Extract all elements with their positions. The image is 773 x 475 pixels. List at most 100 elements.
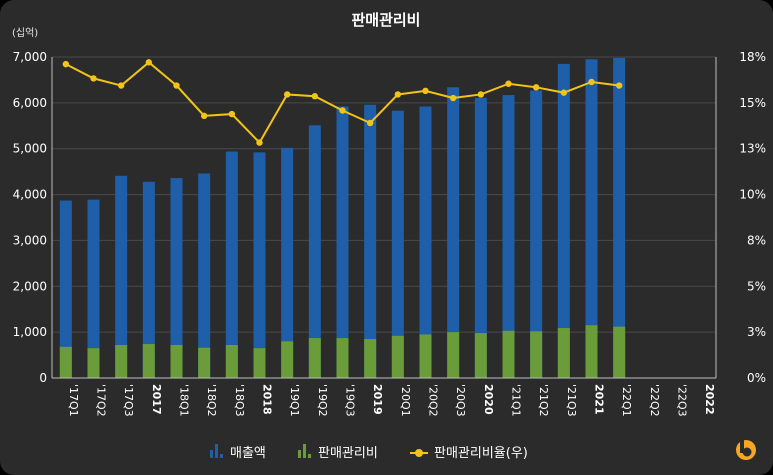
revenue-bar: [530, 90, 543, 379]
x-axis-tick-label: '21Q3: [565, 384, 578, 417]
legend-revenue-label: 매출액: [230, 446, 266, 461]
sga-bar: [308, 338, 321, 378]
left-axis-tick-label: 6,000: [13, 96, 47, 110]
sga-bar: [59, 346, 72, 378]
x-axis-tick-label: '20Q2: [427, 384, 440, 417]
x-axis-tick-label: '20Q3: [454, 384, 467, 417]
legend-sga-icon-bar: [298, 450, 301, 458]
x-axis-tick-label: '18Q3: [233, 384, 246, 417]
sga-bar: [530, 331, 543, 378]
x-axis-tick-label: '22Q3: [676, 384, 689, 417]
sga-bar: [364, 339, 377, 378]
revenue-bar: [585, 59, 598, 379]
sga-bar: [115, 344, 128, 378]
sga-bar: [557, 328, 570, 378]
legend-sga-ratio-icon: [410, 449, 428, 457]
sga-ratio-point: [588, 78, 595, 86]
legend-sga-ratio-label: 판매관리비율(우): [434, 446, 528, 461]
chart-title: 판매관리비: [351, 11, 420, 29]
x-axis-tick-label: 2021: [593, 384, 606, 415]
right-axis-tick-label: 18%: [739, 50, 766, 64]
left-axis-tick-label: 4,000: [13, 188, 47, 202]
revenue-bar: [115, 175, 128, 378]
sga-ratio-point: [145, 59, 153, 66]
x-axis-tick-label: '19Q1: [288, 384, 301, 417]
sga-bar: [142, 344, 155, 378]
x-axis-tick-label: '22Q2: [648, 384, 661, 417]
left-axis-tick-label: 3,000: [13, 233, 47, 247]
revenue-bar: [281, 147, 294, 378]
x-axis-tick-label: '22Q1: [620, 384, 633, 417]
sga-bar: [585, 325, 598, 378]
sga-bar: [281, 341, 294, 378]
revenue-bar: [59, 200, 72, 378]
sga-bar: [170, 344, 183, 378]
revenue-bar: [142, 181, 155, 378]
revenue-bar: [557, 63, 570, 378]
legend-revenue-icon: [210, 444, 223, 458]
legend-sga-icon: [298, 444, 311, 458]
right-axis-tick-label: 13%: [739, 142, 766, 156]
sga-ratio-point: [311, 93, 319, 100]
x-axis-tick-label: '17Q3: [122, 384, 135, 417]
sga-bar: [391, 335, 404, 378]
legend-revenue-icon-bar: [220, 454, 223, 458]
line-marks: [62, 59, 623, 146]
x-axis-tick-label: '17Q1: [67, 384, 80, 417]
right-axis-tick-label: 5%: [747, 279, 766, 293]
brand-logo-icon: [736, 439, 756, 460]
revenue-bar: [170, 178, 183, 378]
revenue-bar: [391, 110, 404, 378]
legend-revenue-icon-bar: [210, 450, 213, 458]
x-axis-tick-label: '18Q1: [178, 384, 191, 417]
sga-ratio-point: [173, 82, 180, 89]
sga-bar: [613, 326, 626, 378]
x-axis-tick-label: '19Q3: [344, 384, 357, 417]
left-axis-tick-label: 7,000: [13, 50, 47, 64]
right-axis-tick-label: 3%: [747, 325, 766, 339]
sga-ratio-point: [560, 89, 568, 96]
sga-ratio-point: [615, 82, 623, 89]
revenue-bar: [308, 125, 321, 378]
x-axis-tick-label: '21Q2: [537, 384, 550, 417]
sga-bar: [225, 344, 238, 378]
sga-bar: [336, 338, 349, 378]
axes: 0 0% 1,000 3% 2,000 5% 3,000 8% 4,000 10% 5,000 13%…: [13, 50, 766, 417]
revenue-bar: [364, 104, 377, 378]
sga-ratio-point: [422, 87, 429, 95]
left-axis-tick-label: 2,000: [13, 279, 47, 293]
x-axis-tick-label: 2022: [703, 384, 716, 415]
sga-ratio-point: [394, 91, 402, 98]
legend-sga-label: 판매관리비: [318, 446, 378, 461]
sga-ratio-point: [366, 119, 374, 127]
legend-revenue-icon-bar: [215, 444, 218, 458]
gridlines: [52, 56, 716, 333]
revenue-bar: [447, 87, 460, 378]
y-axis-unit-label: (십억): [12, 27, 38, 39]
sga-bar: [502, 330, 515, 378]
x-axis-tick-label: '19Q2: [316, 384, 329, 417]
left-axis-tick-label: 0: [39, 371, 47, 385]
sga-ratio-point: [477, 91, 485, 98]
sga-bar: [474, 333, 487, 378]
revenue-bar: [198, 173, 211, 378]
x-axis-tick-label: 2017: [150, 384, 163, 415]
sga-ratio-point: [62, 60, 70, 68]
right-axis-tick-label: 10%: [739, 188, 766, 202]
sga-bar: [87, 348, 100, 378]
sga-ratio-point: [256, 139, 263, 146]
legend-sga-ratio-icon-dot: [415, 449, 423, 457]
sga-bar: [419, 334, 432, 378]
x-axis-tick-label: 2018: [261, 384, 274, 415]
x-axis-tick-label: 2020: [482, 384, 495, 415]
revenue-bar: [502, 95, 515, 378]
x-axis-tick-label: '21Q1: [510, 384, 523, 417]
right-axis-tick-label: 0%: [747, 371, 766, 385]
x-axis-tick-label: '20Q1: [399, 384, 412, 417]
sga-ratio-point: [532, 84, 540, 91]
revenue-bar: [474, 97, 487, 378]
revenue-bar: [419, 106, 432, 379]
bar-marks: [59, 57, 626, 379]
